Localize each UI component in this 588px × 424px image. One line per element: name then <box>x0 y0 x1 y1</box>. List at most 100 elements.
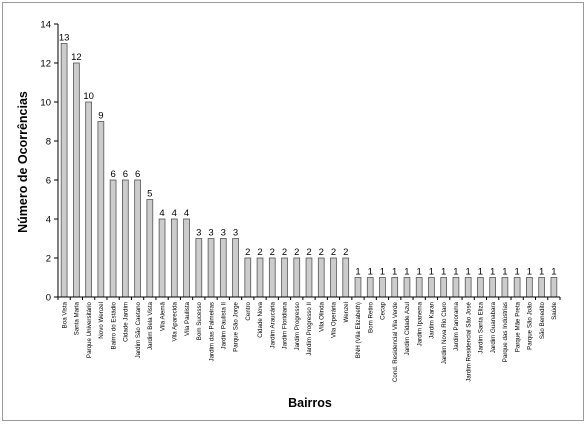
data-label: 1 <box>466 267 471 278</box>
x-tick-label: Jardim Cidade Azul <box>404 302 411 355</box>
x-tick-label: Bom Sucesso <box>196 301 203 340</box>
data-label: 1 <box>515 267 520 278</box>
data-label: 6 <box>135 169 140 180</box>
data-label: 1 <box>490 267 495 278</box>
data-label: 1 <box>355 267 360 278</box>
bar <box>513 277 521 298</box>
y-tick-label: 12 <box>40 59 51 70</box>
data-label: 1 <box>392 267 397 278</box>
x-tick-label: Jardim Panorama <box>453 301 460 350</box>
data-label: 2 <box>306 247 311 258</box>
data-label: 4 <box>172 208 177 219</box>
x-tick-label: Jardim Araucária <box>269 301 276 348</box>
data-label: 1 <box>417 267 422 278</box>
data-label: 1 <box>453 267 458 278</box>
data-label: 4 <box>184 208 189 219</box>
bar <box>170 218 178 298</box>
data-label: 1 <box>380 267 385 278</box>
data-label: 1 <box>441 267 446 278</box>
bar <box>428 277 435 298</box>
data-label: 3 <box>221 228 226 239</box>
data-label: 12 <box>71 52 82 63</box>
bar <box>305 257 313 298</box>
data-label: 1 <box>429 267 434 278</box>
x-tick-label: Jardim Karan <box>429 301 436 338</box>
bar <box>109 179 117 298</box>
bar <box>256 257 264 298</box>
y-axis-title: Número de Ocorrências <box>16 91 30 233</box>
x-axis: Boa Vista Santa Maria Parque Universitário… <box>57 296 561 382</box>
y-tick-label: 4 <box>46 215 51 226</box>
data-label: 10 <box>83 91 94 102</box>
bar <box>415 277 423 298</box>
x-tick-label: Jardim Nova Rio Claro <box>441 301 448 364</box>
data-label: 1 <box>502 267 507 278</box>
bar <box>293 257 301 298</box>
bar <box>219 238 227 298</box>
y-axis: 0 2 4 6 8 10 12 14 <box>40 20 59 304</box>
y-tick-label: 0 <box>46 293 51 304</box>
bar <box>134 179 141 298</box>
x-tick-label: Bom Retiro <box>367 301 374 333</box>
x-tick-label: Vila Alemã <box>159 301 166 331</box>
x-tick-label: Cidade Jardim <box>123 302 130 342</box>
data-label: 2 <box>245 247 250 258</box>
data-label: 2 <box>319 247 324 258</box>
x-tick-label: Jardim Residencial São José <box>465 301 472 381</box>
bar <box>440 277 448 298</box>
data-label: 2 <box>270 247 275 258</box>
bar <box>330 257 337 298</box>
x-tick-label: Parque Universitário <box>86 301 93 358</box>
x-tick-label: Bairro do Estádio <box>110 301 117 349</box>
bar <box>538 277 545 298</box>
bar <box>73 62 80 298</box>
bar <box>122 179 129 298</box>
bar <box>195 238 203 298</box>
bar <box>464 277 472 298</box>
x-tick-label: Vila Aparecida <box>172 301 179 341</box>
bar <box>366 277 374 298</box>
x-tick-label: Parque São Jorge <box>233 301 240 351</box>
x-tick-label: Cond. Residencial Vila Verde <box>392 301 399 382</box>
y-tick-label: 2 <box>46 254 51 265</box>
data-label: 9 <box>98 111 103 122</box>
data-label: 3 <box>233 228 238 239</box>
bar <box>97 121 105 298</box>
data-label: 3 <box>196 228 201 239</box>
x-tick-label: São Benedito <box>539 301 546 339</box>
x-tick-label: Novo Wenzel <box>98 302 105 339</box>
data-label: 13 <box>59 33 70 44</box>
x-tick-label: Boa Vista <box>61 301 68 328</box>
data-label: 1 <box>404 267 409 278</box>
x-tick-label: Vila Olinda <box>318 301 325 331</box>
bar <box>244 257 252 298</box>
x-tick-label: Parque São João <box>527 301 534 349</box>
y-tick-label: 14 <box>40 20 51 31</box>
bar <box>526 277 533 298</box>
data-label: 2 <box>294 247 299 258</box>
x-axis-title: Bairros <box>288 396 332 410</box>
bar <box>158 218 166 298</box>
data-label: 1 <box>551 267 556 278</box>
x-tick-label: Parque Mãe Preta <box>514 301 521 352</box>
bar <box>207 238 215 298</box>
x-tick-label: Santa Maria <box>74 301 81 335</box>
x-tick-label: Jardim São Caetano <box>135 301 142 358</box>
data-label: 2 <box>343 247 348 258</box>
x-tick-label: Cecap <box>380 301 387 319</box>
x-tick-label: Parque das Indústrias <box>502 302 509 362</box>
bar <box>60 43 68 298</box>
bar <box>317 257 325 298</box>
bar <box>183 218 190 298</box>
data-label: 6 <box>110 169 115 180</box>
y-tick-label: 8 <box>46 137 51 148</box>
bar <box>379 277 386 298</box>
bar <box>477 277 484 298</box>
bar <box>354 277 362 298</box>
x-tick-label: Jardim Progresso II <box>306 302 313 356</box>
x-tick-label: Wenzel <box>343 302 350 323</box>
bar <box>268 257 276 298</box>
data-label: 2 <box>282 247 287 258</box>
